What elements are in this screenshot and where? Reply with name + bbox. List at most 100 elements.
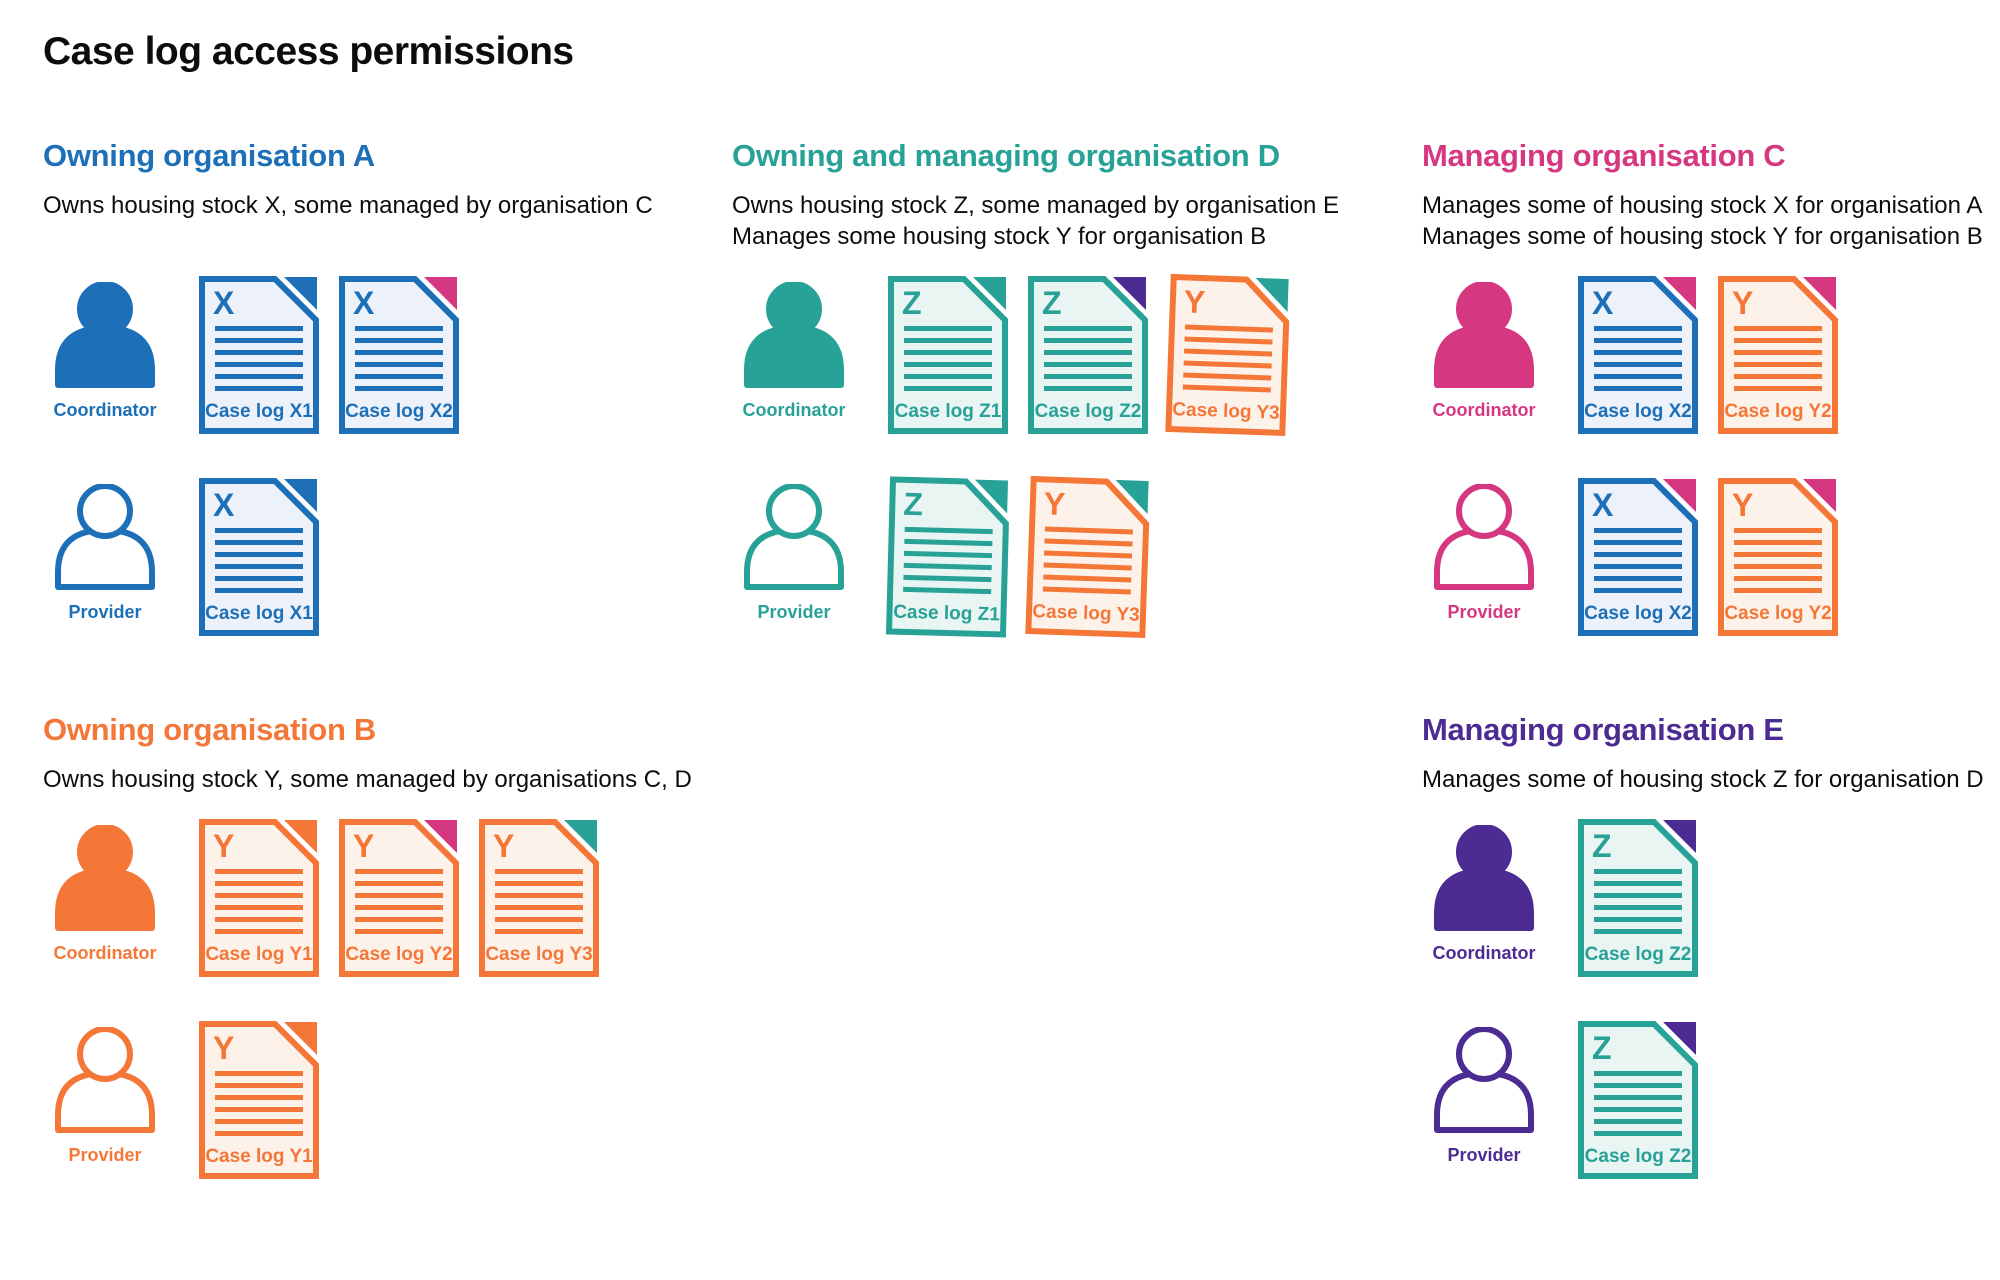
org-section-managing-organisation-e: Managing organisation E Manages some of … bbox=[1422, 712, 1997, 1179]
person-role-label: Coordinator bbox=[53, 943, 157, 963]
folded-corner bbox=[1663, 277, 1696, 310]
org-section-owning-organisation-a: Owning organisation A Owns housing stock… bbox=[43, 138, 713, 636]
person-role-label: Coordinator bbox=[1432, 400, 1536, 420]
stock-letter: Y bbox=[1183, 283, 1206, 320]
stock-letter: X bbox=[353, 285, 375, 321]
document-icon: Y Case log Y2 bbox=[1718, 478, 1838, 636]
folded-corner bbox=[975, 479, 1009, 514]
org-description-line: Manages some housing stock Y for organis… bbox=[732, 223, 1267, 250]
document-icon: Y Case log Y2 bbox=[1718, 276, 1838, 434]
folded-corner bbox=[284, 277, 317, 310]
permission-rows: Coordinator Z Case log Z1 Z Case log bbox=[732, 273, 1402, 639]
document-icon: Z Case log Z2 bbox=[1578, 819, 1698, 977]
case-log-label: Case log Z2 bbox=[1585, 1146, 1692, 1167]
case-log-label: Case log Y2 bbox=[1724, 401, 1831, 422]
permission-row: Provider Z Case log Z1 Y Case log Y3 bbox=[732, 475, 1402, 639]
person-role-label: Provider bbox=[1447, 1145, 1521, 1165]
folded-corner bbox=[1663, 479, 1696, 512]
stock-letter: Z bbox=[1042, 285, 1062, 321]
person-provider: Provider bbox=[732, 478, 856, 623]
case-log-label: Case log Y2 bbox=[345, 944, 452, 965]
org-section-title: Owning and managing organisation D bbox=[732, 138, 1280, 173]
permission-row: Provider X Case log X2 Y Case log Y2 bbox=[1422, 478, 1997, 636]
person-icon bbox=[1434, 282, 1534, 388]
org-section-managing-organisation-c: Managing organisation C Manages some of … bbox=[1422, 138, 1997, 636]
org-section-description: Owns housing stock X, some managed by or… bbox=[43, 190, 713, 252]
folded-corner bbox=[1663, 1022, 1696, 1055]
case-log-document: Y Case log Y3 bbox=[1025, 475, 1150, 639]
case-log-documents: Z Case log Z2 bbox=[1578, 1021, 1698, 1179]
case-log-document: Y Case log Y1 bbox=[199, 1021, 319, 1179]
case-log-documents: X Case log X1 bbox=[199, 478, 319, 636]
person-coordinator: Coordinator bbox=[1422, 819, 1546, 964]
permission-row: Coordinator X Case log X1 X Case log bbox=[43, 276, 713, 434]
permission-rows: Coordinator Y Case log Y1 Y Case log bbox=[43, 819, 713, 1179]
document-icon: Z Case log Z2 bbox=[1028, 276, 1148, 434]
document-icon: X Case log X1 bbox=[199, 276, 319, 434]
permission-row: Coordinator Z Case log Z2 bbox=[1422, 819, 1997, 977]
permission-row: Provider Y Case log Y1 bbox=[43, 1021, 713, 1179]
case-log-documents: Z Case log Z2 bbox=[1578, 819, 1698, 977]
case-log-label: Case log X1 bbox=[205, 401, 313, 422]
person-role-label: Provider bbox=[757, 602, 831, 622]
stock-letter: Y bbox=[213, 828, 234, 864]
document-page bbox=[885, 476, 1009, 638]
document-page bbox=[1025, 475, 1150, 639]
document-icon: Y Case log Y3 bbox=[479, 819, 599, 977]
person-provider: Provider bbox=[1422, 1021, 1546, 1166]
person-coordinator: Coordinator bbox=[43, 276, 167, 421]
case-log-documents: Z Case log Z1 Y Case log Y3 bbox=[885, 475, 1150, 639]
person-provider: Provider bbox=[1422, 478, 1546, 623]
case-log-label: Case log Z1 bbox=[895, 401, 1002, 422]
case-log-label: Case log Y1 bbox=[205, 944, 313, 965]
case-log-document: Z Case log Z2 bbox=[1028, 276, 1148, 434]
stock-letter: Y bbox=[1043, 485, 1066, 522]
case-log-label: Case log X2 bbox=[1584, 603, 1692, 624]
folded-corner bbox=[1663, 820, 1696, 853]
case-log-label: Case log Z2 bbox=[1585, 944, 1692, 965]
person-icon bbox=[55, 282, 155, 388]
folded-corner bbox=[424, 277, 457, 310]
person-icon bbox=[1434, 1027, 1534, 1133]
document-icon: Y Case log Y2 bbox=[339, 819, 459, 977]
document-icon: X Case log X2 bbox=[1578, 478, 1698, 636]
case-log-document: X Case log X1 bbox=[199, 478, 319, 636]
person-role-label: Provider bbox=[68, 1145, 142, 1165]
case-log-document: Y Case log Y3 bbox=[479, 819, 599, 977]
stock-letter: Y bbox=[353, 828, 374, 864]
permission-row: Coordinator Z Case log Z1 Z Case log bbox=[732, 273, 1402, 437]
stock-letter: Z bbox=[1592, 1030, 1612, 1066]
person-role-label: Provider bbox=[68, 602, 142, 622]
page-title: Case log access permissions bbox=[43, 30, 574, 73]
person-icon bbox=[55, 484, 155, 590]
person-role-label: Coordinator bbox=[1432, 943, 1536, 963]
case-log-document: Y Case log Y1 bbox=[199, 819, 319, 977]
case-log-document: Z Case log Z1 bbox=[885, 476, 1010, 638]
org-description-line: Owns housing stock Y, some managed by or… bbox=[43, 766, 692, 793]
folded-corner bbox=[284, 479, 317, 512]
document-icon: X Case log X1 bbox=[199, 478, 319, 636]
case-log-documents: X Case log X2 Y Case log Y2 bbox=[1578, 276, 1838, 434]
folded-corner bbox=[1255, 277, 1289, 313]
stock-letter: X bbox=[1592, 487, 1614, 523]
case-log-document: Z Case log Z1 bbox=[888, 276, 1008, 434]
folded-corner bbox=[973, 277, 1006, 310]
person-icon bbox=[1434, 825, 1534, 931]
org-description-line: Manages some of housing stock X for orga… bbox=[1422, 192, 1983, 219]
case-log-document: X Case log X2 bbox=[339, 276, 459, 434]
folded-corner bbox=[1803, 277, 1836, 310]
case-log-label: Case log Y1 bbox=[205, 1146, 313, 1167]
document-icon: Z Case log Z2 bbox=[1578, 1021, 1698, 1179]
org-section-description: Owns housing stock Z, some managed by or… bbox=[732, 190, 1402, 252]
person-icon bbox=[1434, 484, 1534, 590]
org-section-title: Owning organisation B bbox=[43, 712, 376, 747]
stock-letter: X bbox=[213, 487, 235, 523]
case-log-document: X Case log X2 bbox=[1578, 276, 1698, 434]
person-icon bbox=[744, 282, 844, 388]
permission-rows: Coordinator X Case log X2 Y Case log bbox=[1422, 276, 1997, 636]
stock-letter: Z bbox=[903, 486, 923, 522]
stock-letter: X bbox=[1592, 285, 1614, 321]
case-log-label: Case log Y3 bbox=[1172, 399, 1280, 424]
document-icon: Y Case log Y1 bbox=[199, 819, 319, 977]
case-log-label: Case log Y3 bbox=[485, 944, 592, 965]
